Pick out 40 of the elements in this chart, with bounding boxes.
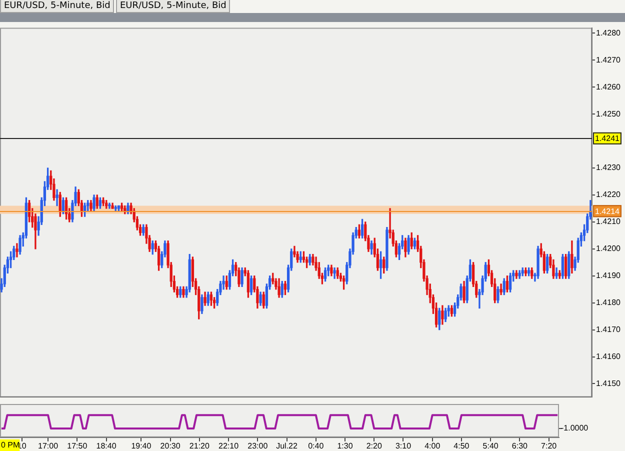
x-tick-label: 7:20 <box>541 441 558 450</box>
candlestick <box>16 243 18 258</box>
y-tick-label: 1.4170 <box>596 324 622 334</box>
x-tick-label: 18:40 <box>96 441 117 450</box>
x-tick-label: 5:40 <box>482 441 499 450</box>
ref-line-label: 1.4214 <box>595 206 620 216</box>
x-tick-label: 23:00 <box>248 441 268 450</box>
text: 0 PM <box>1 440 20 450</box>
y-tick-label: 1.4220 <box>596 190 622 200</box>
x-tick-label: 2:20 <box>366 441 382 450</box>
ref-line-label: 1.4241 <box>595 134 620 144</box>
y-tick-label: 1.4190 <box>596 271 622 280</box>
y-tick-label: 1.4180 <box>596 298 622 308</box>
x-tick-label: Jul.22 <box>276 441 298 450</box>
x-tick-label: 20:30 <box>160 441 181 450</box>
x-tick-label: 4:50 <box>454 441 470 450</box>
x-tick-label: 0:40 <box>308 441 324 450</box>
y-tick-label: 1.4270 <box>596 55 622 64</box>
text: EUR/USD, 5-Minute, Bid <box>116 0 230 13</box>
y-tick-label: 1.4200 <box>596 244 622 254</box>
x-tick-label: 17:00 <box>38 441 59 450</box>
text: -1.0000 <box>561 424 589 433</box>
candlestick <box>108 202 111 209</box>
x-tick-label: 22:10 <box>218 441 240 450</box>
x-tick-label: 17:50 <box>67 441 88 450</box>
y-tick-label: 1.4150 <box>596 378 622 388</box>
y-tick-label: 1.4280 <box>596 28 622 38</box>
chart-title: EUR/USD, 5-Minute, Bid <box>0 0 114 13</box>
x-tick-label: 3:10 <box>395 441 412 450</box>
x-tick-label: 6:30 <box>512 441 528 450</box>
y-tick-label: 1.4160 <box>596 352 622 361</box>
y-tick-label: 1.4210 <box>596 217 622 226</box>
x-tick-label: 1:30 <box>337 441 354 450</box>
y-tick-label: 1.4230 <box>596 163 622 172</box>
y-tick-label: 1.4260 <box>596 82 622 92</box>
x-tick-label: 4:00 <box>424 441 441 450</box>
candlestick <box>56 189 58 206</box>
y-tick-label: 1.4250 <box>596 109 622 118</box>
x-tick-label: 19:40 <box>131 441 152 450</box>
x-tick-label: 21:20 <box>189 441 210 450</box>
